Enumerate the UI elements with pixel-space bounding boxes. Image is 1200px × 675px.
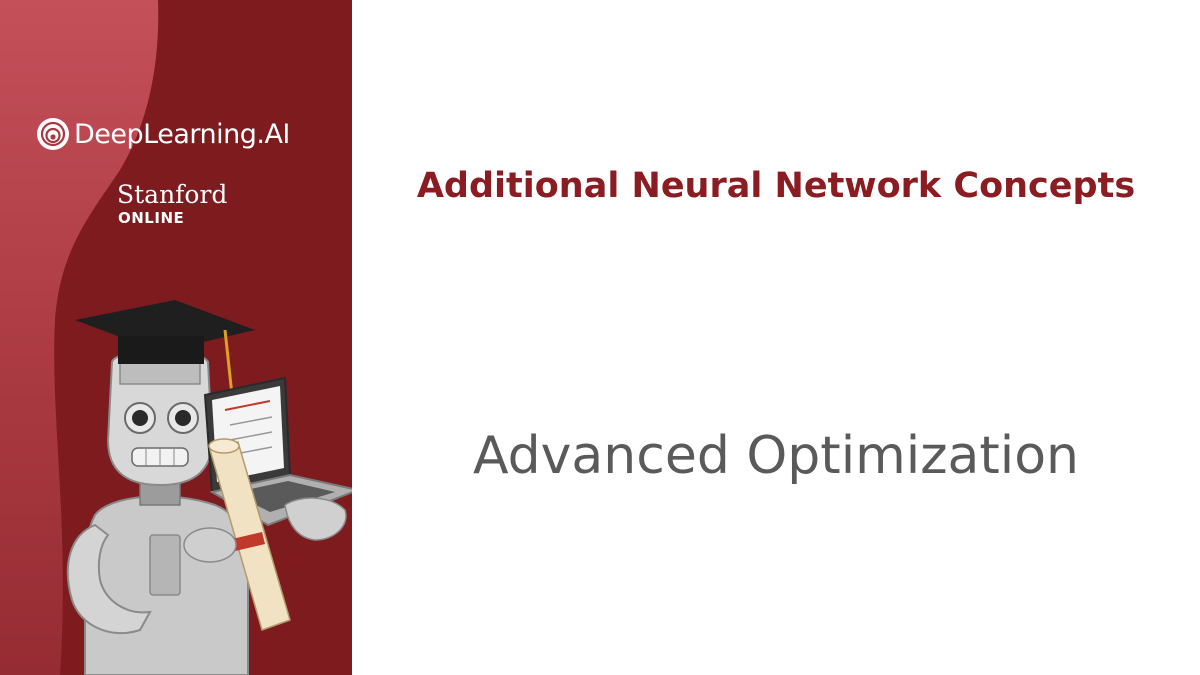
stanford-online-logo: Stanford ONLINE [117,180,227,226]
section-title: Additional Neural Network Concepts [416,166,1136,206]
logo-text: DeepLearning.AI [74,118,290,150]
slide-content: Additional Neural Network Concepts Advan… [352,0,1200,675]
stanford-name: Stanford [117,180,228,209]
deeplearning-logo-icon [37,118,69,150]
slide-title: Advanced Optimization [472,426,1080,486]
stanford-online-text: ONLINE [118,209,185,227]
robot-mascot-illustration [66,300,352,675]
branding-panel: DeepLearning.AI Stanford ONLINE [0,0,352,675]
deeplearning-logo: DeepLearning.AI [36,116,290,152]
